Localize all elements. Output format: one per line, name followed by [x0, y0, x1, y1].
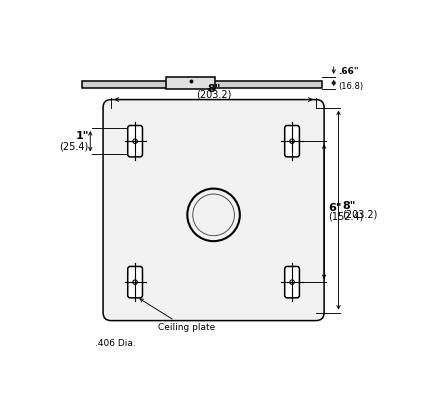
Text: (25.4): (25.4) — [60, 142, 89, 152]
Bar — [82, 81, 323, 88]
Text: 1": 1" — [75, 131, 89, 141]
Text: (203.2): (203.2) — [196, 89, 231, 99]
Bar — [166, 77, 215, 89]
Text: (152.4): (152.4) — [328, 211, 363, 221]
Text: 6": 6" — [328, 203, 341, 213]
Text: .66": .66" — [339, 67, 359, 76]
Text: .406 Dia.: .406 Dia. — [95, 339, 136, 347]
Text: (16.8): (16.8) — [339, 82, 364, 91]
FancyBboxPatch shape — [284, 267, 299, 298]
FancyBboxPatch shape — [284, 126, 299, 157]
FancyBboxPatch shape — [128, 267, 142, 298]
Text: Ceiling plate: Ceiling plate — [140, 299, 215, 332]
Text: (203.2): (203.2) — [342, 210, 378, 220]
Text: 8": 8" — [342, 201, 356, 211]
Text: 8": 8" — [207, 84, 220, 94]
FancyBboxPatch shape — [128, 126, 142, 157]
FancyBboxPatch shape — [103, 99, 324, 321]
